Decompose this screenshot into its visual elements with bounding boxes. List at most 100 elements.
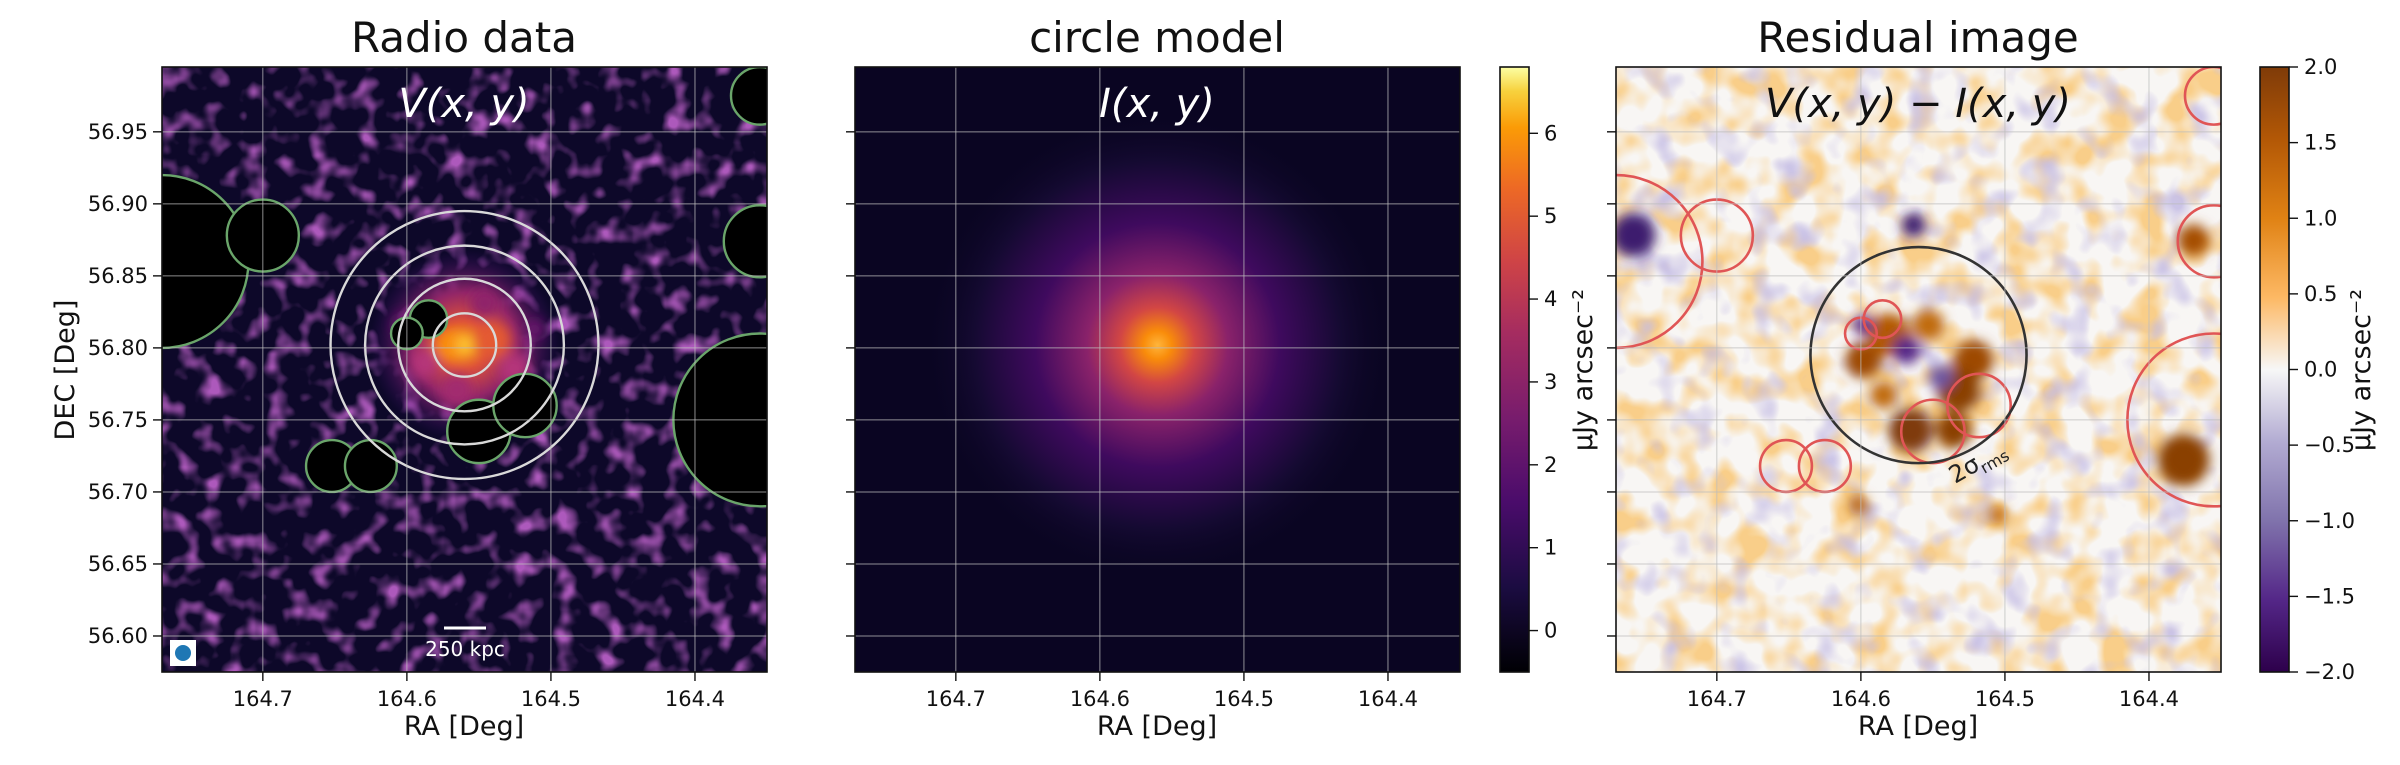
colorbar1-label: μJy arcsec⁻² (1568, 289, 1599, 451)
residual-blob (1848, 495, 1869, 516)
mask-region (343, 438, 398, 494)
y-tick-label: 56.65 (88, 552, 148, 576)
panel3-xlabel: RA [Deg] (1858, 711, 1978, 742)
panel1-annuli (329, 209, 600, 481)
panel3-title: Residual image (1757, 13, 2079, 62)
x-tick-label: 164.6 (1070, 687, 1130, 711)
emission-blob (440, 374, 473, 407)
y-tick-label: 56.85 (88, 264, 148, 288)
residual-blob (1935, 412, 1972, 449)
x-tick-label: 164.5 (1975, 687, 2035, 711)
residual-blob (1892, 336, 1921, 365)
panel2-frame (854, 66, 1461, 673)
emission-blob (434, 329, 467, 362)
panel1-inset-label: V(x, y) (398, 81, 529, 127)
y-tick-label: 56.70 (88, 480, 148, 504)
mask-region (2183, 67, 2221, 126)
x-tick-label: 164.4 (665, 687, 725, 711)
y-tick-label: 56.60 (88, 624, 148, 648)
x-tick-label: 164.5 (1214, 687, 1274, 711)
colorbar-tick-label: −1.5 (2304, 584, 2355, 608)
colorbar2-ticks: −2.0 −1.5 −1.0 −0.5 0.0 0.5 1.0 1.5 2.0 (2289, 55, 2355, 684)
panel2-title: circle model (1029, 13, 1285, 62)
x-tick-label: 164.7 (926, 687, 986, 711)
emission-blob (410, 349, 439, 378)
residual-blob (1989, 506, 2008, 525)
x-tick-label: 164.4 (2119, 687, 2179, 711)
panel1-ylabel: DEC [Deg] (50, 300, 81, 441)
residual-blob (1888, 408, 1933, 453)
emission-blob (455, 336, 474, 355)
y-tick-label: 56.75 (88, 408, 148, 432)
scalebar-label: 250 kpc (425, 637, 505, 661)
radio-data-panel: Radio data 250 kpc V(x, y) 164.7 164.6 164… (50, 13, 768, 742)
panel1-title: Radio data (351, 13, 577, 62)
y-tick-label: 56.95 (88, 120, 148, 144)
mask-region (2176, 203, 2221, 279)
y-tick-label: 56.90 (88, 192, 148, 216)
x-tick-label: 164.6 (1831, 687, 1891, 711)
x-tick-label: 164.4 (1358, 687, 1418, 711)
colorbar-tick-label: 0 (1544, 619, 1557, 643)
panel3-grid (1616, 67, 2221, 672)
mask-region (492, 372, 558, 439)
residual-blob (1616, 213, 1656, 258)
colorbar-tick-label: −2.0 (2304, 660, 2355, 684)
model-profile (922, 110, 1393, 581)
residual-blob (1928, 365, 1953, 390)
emission-blob (474, 322, 511, 359)
panel1-grid (162, 67, 767, 672)
panel3-y-ticks (1607, 131, 1616, 637)
x-tick-label: 164.6 (377, 687, 437, 711)
residual-image-panel: Residual image 2σrms V(x, y) − I(x, y) 1… (1607, 13, 2377, 742)
y-tick-label: 56.80 (88, 336, 148, 360)
beam-marker (175, 645, 191, 661)
colorbar-tick-label: 2.0 (2304, 55, 2337, 79)
panel3-frame (1615, 66, 2222, 673)
residual-circle (1809, 245, 2028, 465)
colorbar2-gradient (2260, 67, 2289, 672)
panel1-y-ticks: 56.60 56.65 56.70 56.75 56.80 56.85 56.90 56.95 (88, 120, 162, 648)
residual-blob (2157, 434, 2210, 487)
colorbar1-gradient (1500, 67, 1529, 672)
panel1-x-ticks: 164.7 164.6 164.5 164.4 (233, 672, 725, 711)
panel2-y-ticks (846, 131, 855, 637)
panel2-x-ticks: 164.7 164.6 164.5 164.4 (926, 672, 1418, 711)
colorbar-tick-label: 1.5 (2304, 131, 2337, 155)
colorbar-tick-label: 0.0 (2304, 358, 2337, 382)
annulus-ring (431, 312, 498, 378)
colorbar-tick-label: 1 (1544, 536, 1557, 560)
colorbar-tick-label: 4 (1544, 287, 1557, 311)
panel2-xlabel: RA [Deg] (1097, 711, 1217, 742)
residual-blob (2177, 224, 2210, 257)
colorbar1-frame (1499, 66, 1530, 673)
x-tick-label: 164.7 (1687, 687, 1747, 711)
x-tick-label: 164.7 (233, 687, 293, 711)
mask-region (722, 204, 767, 279)
mask-region (729, 67, 767, 126)
panel1-frame (161, 66, 768, 673)
panel1-masks (162, 67, 767, 508)
emission-blob (470, 289, 499, 318)
colorbar2-label: μJy arcsec⁻² (2346, 289, 2377, 451)
residual-blob (1901, 213, 1926, 238)
colorbar1-ticks: 0 1 2 3 4 5 6 (1529, 121, 1557, 643)
residual-blob (1912, 309, 1945, 342)
residual-blob (1869, 381, 1898, 410)
colorbar-tick-label: 0.5 (2304, 282, 2337, 306)
annulus-ring (363, 244, 566, 446)
panel2-grid (855, 67, 1460, 672)
colorbar-tick-label: −0.5 (2304, 433, 2355, 457)
colorbar-tick-label: 1.0 (2304, 206, 2337, 230)
panel3-x-ticks: 164.7 164.6 164.5 164.4 (1687, 672, 2179, 711)
colorbar-tick-label: 2 (1544, 453, 1557, 477)
residual-blob (1845, 342, 1882, 379)
x-tick-label: 164.5 (521, 687, 581, 711)
circle-model-panel: circle model I(x, y) 164.7 164.6 164.5 164.… (846, 13, 1599, 742)
panel3-noise-negative (1616, 67, 2221, 672)
annulus-ring (329, 209, 600, 481)
panel2-inset-label: I(x, y) (1099, 81, 1215, 127)
colorbar-tick-label: 3 (1544, 370, 1557, 394)
panel3-inset-label: V(x, y) − I(x, y) (1765, 81, 2071, 127)
